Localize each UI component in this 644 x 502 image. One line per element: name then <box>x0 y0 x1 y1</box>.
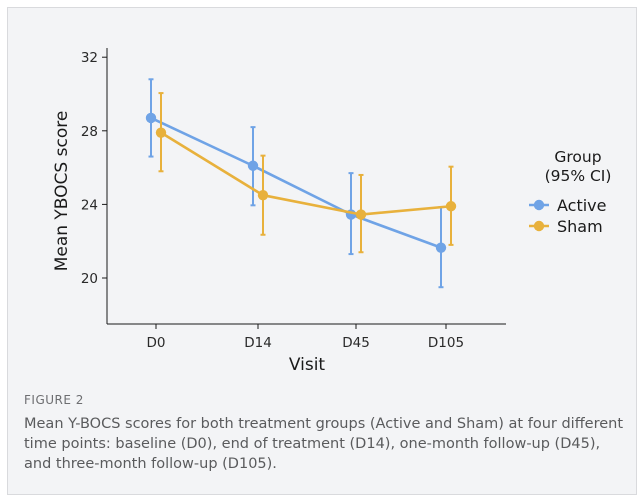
legend-swatch-point <box>533 220 545 232</box>
series-line <box>160 131 452 216</box>
legend-label: Active <box>557 196 607 215</box>
legend-item-active: Active <box>529 196 607 215</box>
data-point <box>145 112 157 124</box>
data-point <box>435 242 447 253</box>
x-axis: D0 D14 D45 D105 Visit <box>107 323 506 375</box>
data-point <box>445 201 457 212</box>
data-point <box>355 209 367 220</box>
figure-label: FIGURE 2 <box>24 393 84 407</box>
y-tick-label: 28 <box>81 124 98 140</box>
x-tick-label: D105 <box>428 335 464 351</box>
data-point <box>257 190 269 201</box>
y-axis-label: Mean YBOCS score <box>52 111 72 272</box>
legend-title-line2: (95% CI) <box>545 167 612 185</box>
figure-panel: 20 24 28 32 Mean YBOCS score D0 D14 D45 D105 V… <box>7 7 637 495</box>
y-tick-label: 20 <box>81 271 98 287</box>
figure-caption: Mean Y-BOCS scores for both treatment gr… <box>24 416 624 472</box>
x-tick-label: D0 <box>147 335 166 351</box>
x-tick-label: D14 <box>244 335 272 351</box>
series-active <box>145 78 447 289</box>
legend-swatch-point <box>533 199 545 211</box>
y-axis: 20 24 28 32 Mean YBOCS score <box>52 48 108 324</box>
data-point <box>247 160 259 171</box>
data-point <box>155 127 167 138</box>
y-tick-label: 24 <box>81 197 98 213</box>
legend-item-sham: Sham <box>529 217 603 236</box>
x-axis-label: Visit <box>289 355 326 375</box>
series-sham <box>155 92 457 254</box>
chart: 20 24 28 32 Mean YBOCS score D0 D14 D45 D105 V… <box>52 48 611 375</box>
x-tick-label: D45 <box>342 335 370 351</box>
y-tick-label: 32 <box>81 50 98 66</box>
legend-label: Sham <box>557 217 603 236</box>
legend-title-line1: Group <box>554 148 601 166</box>
legend: Group (95% CI) Active Sham <box>529 148 611 236</box>
series-line <box>150 116 442 249</box>
series-layer <box>145 78 457 289</box>
